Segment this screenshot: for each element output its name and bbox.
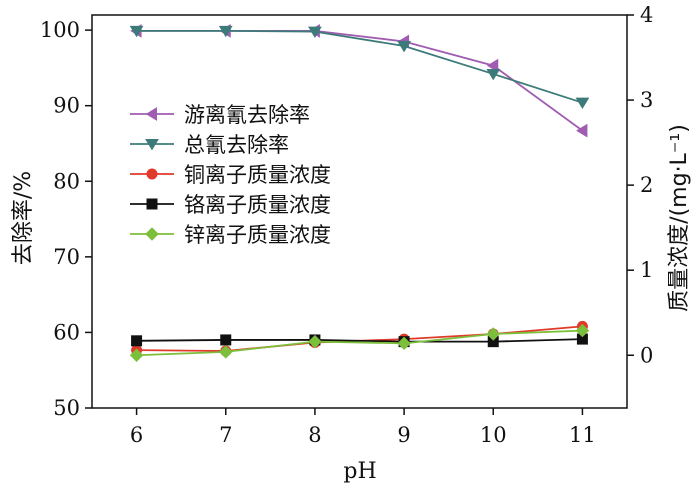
legend-item: 总氰去除率 bbox=[130, 133, 289, 157]
right-y-tick-label: 1 bbox=[640, 258, 653, 282]
series-2 bbox=[129, 25, 590, 110]
right-axis-title: 质量浓度/(mg·L⁻¹) bbox=[667, 124, 692, 312]
data-point bbox=[486, 68, 501, 81]
legend-item: 游离氰去除率 bbox=[130, 103, 310, 127]
legend-label: 铜离子质量浓度 bbox=[184, 163, 331, 187]
legend-swatch-marker bbox=[145, 107, 157, 121]
left-y-tick-label: 90 bbox=[53, 94, 80, 118]
data-point bbox=[397, 40, 411, 53]
x-tick-label: 8 bbox=[308, 423, 321, 447]
left-y-tick-label: 70 bbox=[53, 245, 80, 269]
data-point bbox=[129, 348, 144, 362]
plot-frame bbox=[91, 14, 628, 409]
series-5 bbox=[129, 323, 590, 362]
data-point bbox=[575, 323, 590, 338]
legend-swatch-marker bbox=[145, 139, 159, 151]
data-point bbox=[218, 25, 233, 38]
data-point bbox=[576, 123, 588, 138]
x-tick-label: 10 bbox=[480, 423, 507, 447]
data-point bbox=[129, 25, 144, 38]
x-tick-label: 9 bbox=[397, 423, 410, 447]
legend-item: 铜离子质量浓度 bbox=[130, 163, 331, 187]
data-point bbox=[308, 26, 322, 38]
series-line bbox=[136, 29, 583, 104]
axes: 6 7 8 9 10 11 50 60 70 80 90 100 0 1 2 3 4 bbox=[40, 3, 653, 447]
legend-swatch-marker bbox=[146, 168, 158, 180]
legend-label: 游离氰去除率 bbox=[184, 103, 310, 127]
legend-swatch-marker bbox=[145, 227, 159, 241]
legend-label: 总氰去除率 bbox=[184, 133, 289, 157]
legend-label: 锌离子质量浓度 bbox=[184, 223, 331, 247]
right-y-tick-label: 0 bbox=[640, 343, 653, 367]
series-3 bbox=[131, 320, 588, 357]
data-point bbox=[486, 327, 500, 341]
left-y-tick-label: 100 bbox=[40, 18, 80, 42]
data-point bbox=[397, 336, 411, 351]
left-axis-title: 去除率/% bbox=[11, 171, 36, 265]
series-line bbox=[136, 325, 583, 352]
series-layer bbox=[129, 23, 590, 362]
series-line bbox=[136, 338, 583, 343]
series-line bbox=[136, 329, 583, 357]
left-y-tick-label: 60 bbox=[53, 320, 80, 344]
data-point bbox=[308, 334, 322, 349]
data-point bbox=[486, 58, 499, 73]
x-tick-label: 11 bbox=[569, 423, 596, 447]
legend-item: 锌离子质量浓度 bbox=[130, 223, 331, 247]
right-y-tick-label: 4 bbox=[640, 3, 653, 27]
data-point bbox=[220, 334, 232, 346]
left-y-tick-label: 80 bbox=[53, 169, 80, 193]
data-point bbox=[131, 335, 143, 347]
legend-label: 铬离子质量浓度 bbox=[184, 193, 331, 217]
x-axis-title: pH bbox=[343, 459, 376, 484]
data-point bbox=[575, 97, 590, 110]
right-y-tick-label: 2 bbox=[640, 173, 653, 197]
series-4 bbox=[131, 333, 588, 348]
legend-item: 铬离子质量浓度 bbox=[130, 193, 331, 217]
left-y-tick-label: 50 bbox=[53, 396, 80, 420]
x-tick-label: 7 bbox=[219, 423, 232, 447]
x-tick-label: 6 bbox=[130, 423, 143, 447]
legend-swatch-marker bbox=[146, 198, 158, 210]
right-y-tick-label: 3 bbox=[640, 88, 653, 112]
data-point bbox=[219, 345, 233, 359]
